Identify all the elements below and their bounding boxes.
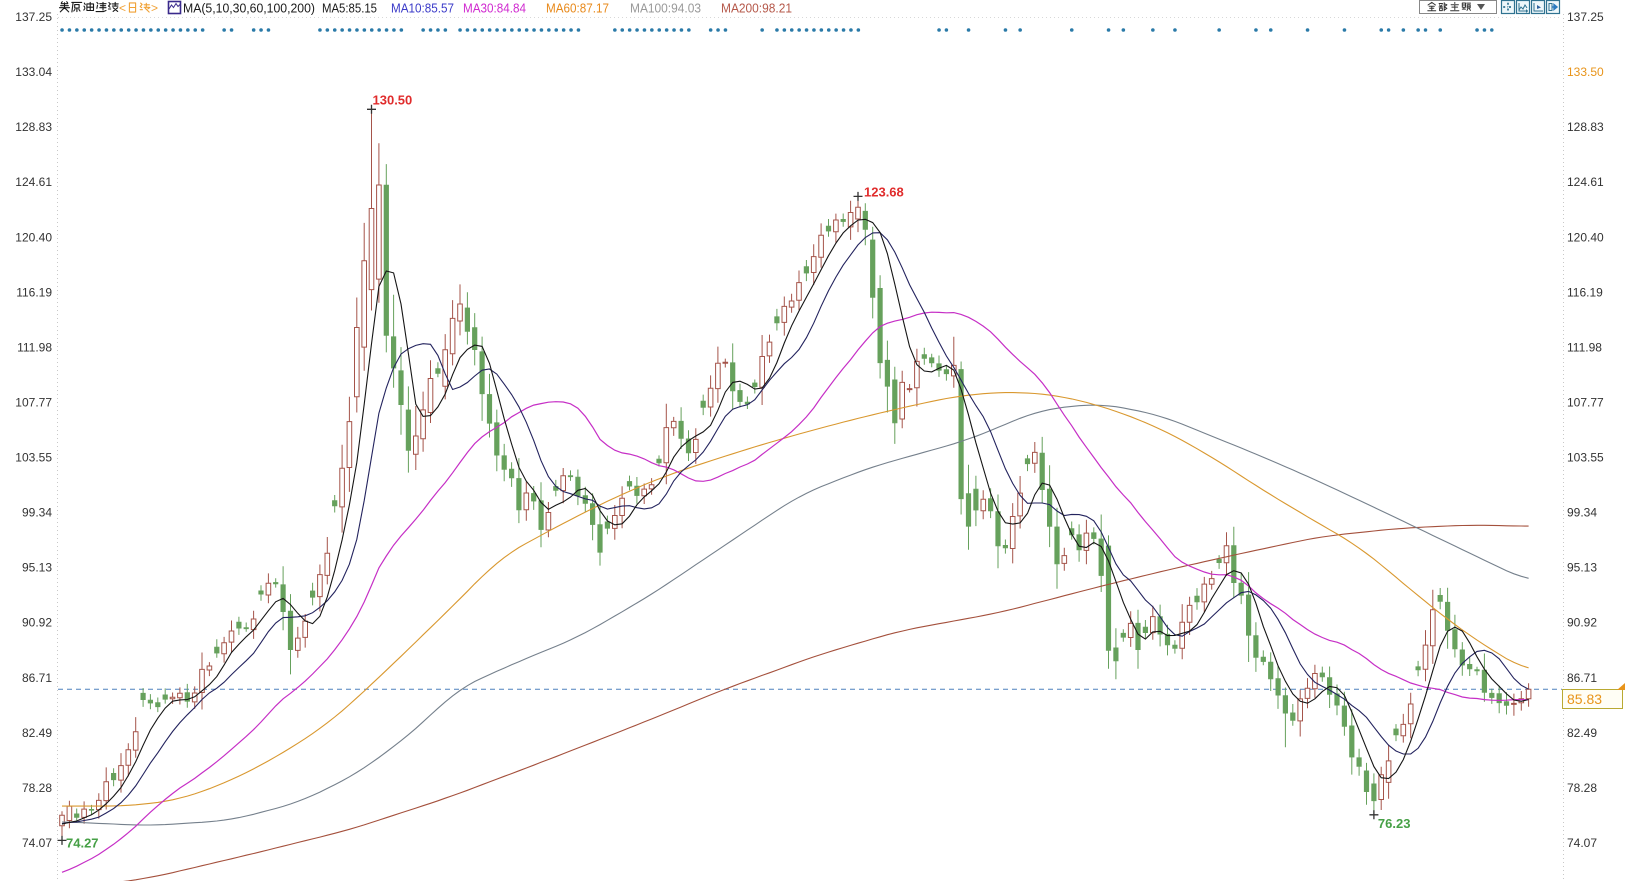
- svg-text:<: <: [119, 1, 126, 15]
- svg-text:86.71: 86.71: [22, 671, 52, 685]
- svg-text:74.07: 74.07: [22, 836, 52, 850]
- svg-text:107.77: 107.77: [15, 396, 52, 410]
- svg-text:90.92: 90.92: [22, 616, 52, 630]
- svg-text:MA200:98.21: MA200:98.21: [721, 1, 792, 16]
- svg-text:103.55: 103.55: [15, 451, 52, 465]
- svg-text:82.49: 82.49: [22, 726, 52, 740]
- svg-text:120.40: 120.40: [15, 230, 52, 244]
- svg-text:107.77: 107.77: [1567, 396, 1604, 410]
- svg-text:90.92: 90.92: [1567, 616, 1597, 630]
- svg-text:MA30:84.84: MA30:84.84: [463, 1, 526, 16]
- svg-text:123.68: 123.68: [864, 184, 904, 199]
- svg-text:99.34: 99.34: [22, 506, 52, 520]
- svg-text:128.83: 128.83: [1567, 120, 1604, 134]
- svg-text:MA60:87.17: MA60:87.17: [546, 1, 609, 16]
- svg-text:MA(5,10,30,60,100,200): MA(5,10,30,60,100,200): [183, 1, 315, 16]
- svg-text:95.13: 95.13: [1567, 561, 1597, 575]
- svg-text:116.19: 116.19: [1567, 285, 1603, 299]
- svg-text:124.61: 124.61: [15, 175, 52, 189]
- svg-text:95.13: 95.13: [22, 561, 52, 575]
- svg-text:120.40: 120.40: [1567, 230, 1604, 244]
- svg-text:74.07: 74.07: [1567, 836, 1597, 850]
- svg-text:128.83: 128.83: [15, 120, 52, 134]
- svg-text:MA100:94.03: MA100:94.03: [630, 1, 701, 16]
- svg-text:MA10:85.57: MA10:85.57: [391, 1, 454, 16]
- svg-text:85.83: 85.83: [1567, 691, 1602, 707]
- svg-text:99.34: 99.34: [1567, 506, 1597, 520]
- svg-text:74.27: 74.27: [66, 835, 99, 850]
- svg-text:76.23: 76.23: [1378, 816, 1411, 831]
- svg-text:137.25: 137.25: [15, 10, 52, 24]
- svg-text:82.49: 82.49: [1567, 726, 1597, 740]
- svg-text:116.19: 116.19: [16, 285, 52, 299]
- svg-text:86.71: 86.71: [1567, 671, 1597, 685]
- svg-text:103.55: 103.55: [1567, 451, 1604, 465]
- svg-text:MA5:85.15: MA5:85.15: [322, 1, 377, 16]
- svg-text:78.28: 78.28: [1567, 781, 1597, 795]
- svg-text:111.98: 111.98: [1567, 340, 1602, 354]
- svg-text:78.28: 78.28: [22, 781, 52, 795]
- svg-text:>: >: [151, 1, 158, 15]
- svg-text:124.61: 124.61: [1567, 175, 1604, 189]
- svg-text:133.50: 133.50: [1567, 65, 1604, 79]
- svg-text:130.50: 130.50: [373, 92, 413, 107]
- svg-text:111.98: 111.98: [17, 340, 52, 354]
- svg-text:137.25: 137.25: [1567, 10, 1604, 24]
- svg-text:133.04: 133.04: [15, 65, 52, 79]
